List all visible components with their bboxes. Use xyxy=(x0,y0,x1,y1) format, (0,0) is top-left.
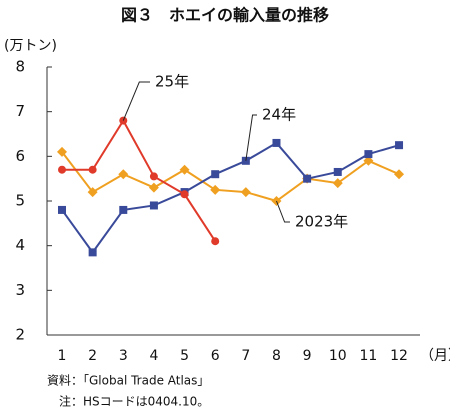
x-tick-label: 1 xyxy=(58,348,67,364)
y-tick-label: 5 xyxy=(15,192,25,210)
leader-line xyxy=(245,114,257,161)
x-tick-label: 6 xyxy=(211,348,220,364)
marker xyxy=(58,205,66,214)
leader-line xyxy=(276,200,290,223)
series-line xyxy=(61,151,400,203)
marker xyxy=(303,174,312,183)
marker xyxy=(57,146,67,157)
marker xyxy=(364,150,373,159)
x-tick-label: 7 xyxy=(241,348,250,364)
note: 注：HSコードは0404.10。 xyxy=(59,394,209,409)
x-tick-label: 9 xyxy=(303,348,312,364)
marker xyxy=(180,190,189,199)
y-tick-label: 7 xyxy=(15,102,25,120)
marker xyxy=(88,248,97,257)
marker xyxy=(148,182,159,193)
leader-line xyxy=(122,81,150,121)
marker xyxy=(363,155,374,166)
x-tick-label: 3 xyxy=(119,348,128,364)
series-label: 25年 xyxy=(155,73,189,91)
marker xyxy=(211,237,220,246)
marker xyxy=(149,201,158,210)
note: 資料：「Global Trade Atlas」 xyxy=(47,374,209,388)
y-axis-label: (万トン) xyxy=(4,38,57,54)
marker xyxy=(394,169,405,180)
y-tick-label: 8 xyxy=(15,58,25,76)
series-label: 24年 xyxy=(262,106,296,124)
y-tick-label: 2 xyxy=(15,326,25,344)
x-tick-label: 12 xyxy=(390,348,408,364)
x-tick-label: 11 xyxy=(359,348,377,364)
marker xyxy=(332,178,343,189)
x-tick-label: 4 xyxy=(149,348,158,364)
series-label: 2023年 xyxy=(295,213,348,231)
marker xyxy=(88,165,97,174)
x-axis-label: （月） xyxy=(420,348,450,364)
series-line xyxy=(61,141,400,255)
marker xyxy=(333,167,342,176)
chart-title: 図３ ホエイの輸入量の推移 xyxy=(121,6,329,25)
marker xyxy=(272,138,281,147)
y-tick-label: 3 xyxy=(15,281,25,299)
marker xyxy=(87,187,98,198)
marker xyxy=(395,141,404,150)
y-tick-label: 6 xyxy=(15,147,25,165)
y-tick-label: 4 xyxy=(15,236,25,254)
marker xyxy=(119,205,128,214)
marker xyxy=(149,172,158,181)
x-tick-label: 5 xyxy=(180,348,189,364)
marker xyxy=(211,170,220,179)
series-line xyxy=(62,118,217,242)
marker xyxy=(58,165,66,174)
marker xyxy=(118,169,129,180)
marker xyxy=(210,184,221,195)
x-tick-label: 8 xyxy=(272,348,281,364)
x-tick-label: 10 xyxy=(329,348,347,364)
x-tick-label: 2 xyxy=(88,348,97,364)
marker xyxy=(240,187,251,198)
marker xyxy=(179,164,190,175)
